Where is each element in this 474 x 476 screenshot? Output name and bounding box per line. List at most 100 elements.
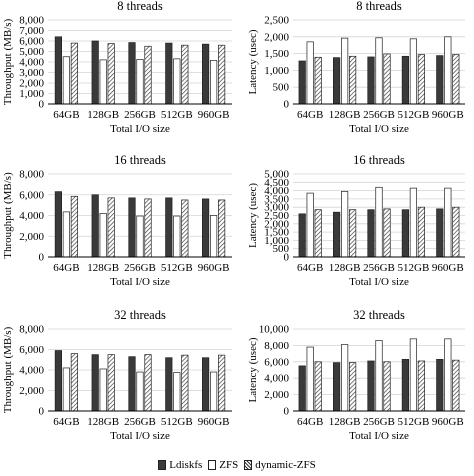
bar-zfs-64gb bbox=[62, 367, 71, 412]
y-axis-label: Throughput (MB/s) bbox=[2, 172, 14, 259]
x-tick-label: 64GB bbox=[297, 109, 323, 121]
bar-dynamic-zfs-64gb bbox=[70, 353, 79, 412]
y-tick-label: 4,000 bbox=[264, 373, 289, 385]
bar-ldiskfs-64gb bbox=[298, 60, 306, 105]
bar-dynamic-zfs-256gb bbox=[144, 198, 152, 258]
bar-zfs-64gb bbox=[306, 41, 314, 105]
x-tick-label: 64GB bbox=[53, 416, 79, 428]
bar-zfs-256gb bbox=[136, 371, 144, 412]
legend-label-ldiskfs: Ldiskfs bbox=[169, 459, 203, 471]
bar-zfs-64gb bbox=[306, 346, 314, 412]
bar-zfs-128gb bbox=[341, 37, 349, 105]
bar-ldiskfs-512gb bbox=[165, 357, 173, 412]
bar-zfs-512gb bbox=[409, 187, 417, 258]
x-tick-label: 960GB bbox=[198, 109, 230, 121]
y-tick-label: 8,000 bbox=[264, 340, 289, 352]
bar-dynamic-zfs-512gb bbox=[181, 44, 189, 105]
x-tick-label: 64GB bbox=[297, 262, 323, 274]
bar-dynamic-zfs-256gb bbox=[144, 354, 152, 412]
bar-ldiskfs-64gb bbox=[298, 365, 306, 412]
bar-dynamic-zfs-960gb bbox=[452, 206, 460, 258]
y-tick-label: 2,000 bbox=[19, 78, 44, 90]
bar-zfs-960gb bbox=[444, 187, 452, 258]
chart-title: 8 threads bbox=[117, 0, 163, 13]
x-axis-label: Total I/O size bbox=[110, 276, 170, 288]
x-tick-label: 256GB bbox=[363, 262, 395, 274]
chart-panel-4: 05001,0001,5002,0002,5003,0003,5004,0004… bbox=[247, 153, 465, 288]
bar-zfs-960gb bbox=[444, 338, 452, 412]
y-tick-label: 2,000 bbox=[264, 389, 289, 401]
legend-item-dynamic-zfs: dynamic-ZFS bbox=[244, 459, 316, 471]
y-tick-label: 6,000 bbox=[19, 344, 44, 356]
bar-dynamic-zfs-256gb bbox=[383, 208, 391, 258]
bar-ldiskfs-128gb bbox=[91, 40, 99, 105]
y-tick-label: 3,500 bbox=[264, 193, 289, 205]
y-tick-label: 8,000 bbox=[19, 324, 44, 336]
bar-ldiskfs-128gb bbox=[91, 194, 99, 258]
x-tick-label: 256GB bbox=[363, 109, 395, 121]
y-tick-label: 4,000 bbox=[19, 57, 44, 69]
x-tick-label: 128GB bbox=[329, 262, 361, 274]
x-tick-label: 128GB bbox=[329, 416, 361, 428]
legend-item-ldiskfs: Ldiskfs bbox=[158, 459, 202, 471]
bar-ldiskfs-256gb bbox=[128, 42, 136, 105]
y-tick-label: 1,000 bbox=[264, 235, 289, 247]
y-axis-label: Throughput (MB/s) bbox=[2, 326, 14, 413]
bar-dynamic-zfs-128gb bbox=[349, 209, 357, 258]
bar-ldiskfs-512gb bbox=[165, 42, 173, 105]
bar-dynamic-zfs-256gb bbox=[383, 361, 391, 412]
bar-dynamic-zfs-64gb bbox=[314, 56, 322, 105]
y-tick-label: 1,000 bbox=[19, 88, 44, 100]
bar-zfs-256gb bbox=[375, 186, 383, 258]
y-tick-label: 6,000 bbox=[19, 36, 44, 48]
bar-dynamic-zfs-256gb bbox=[144, 45, 152, 105]
bar-ldiskfs-512gb bbox=[401, 209, 409, 258]
bar-ldiskfs-256gb bbox=[128, 197, 136, 258]
chart-panel-5: 0 2,000 4,000 6,000 8,000 64GB 128GB 256GB 512GB… bbox=[2, 308, 232, 442]
x-tick-label: 512GB bbox=[398, 109, 430, 121]
x-axis-label: Total I/O size bbox=[349, 276, 409, 288]
bar-zfs-960gb bbox=[210, 371, 218, 412]
bar-dynamic-zfs-512gb bbox=[417, 360, 425, 412]
bar-zfs-960gb bbox=[210, 60, 218, 105]
bar-ldiskfs-256gb bbox=[128, 356, 136, 412]
bar-ldiskfs-512gb bbox=[401, 55, 409, 105]
x-tick-label: 256GB bbox=[124, 416, 156, 428]
x-tick-label: 128GB bbox=[87, 262, 119, 274]
bar-zfs-512gb bbox=[173, 372, 181, 412]
y-tick-label: 2,000 bbox=[264, 218, 289, 230]
x-tick-label: 128GB bbox=[87, 416, 119, 428]
bar-ldiskfs-128gb bbox=[333, 211, 341, 258]
bar-dynamic-zfs-960gb bbox=[218, 199, 226, 258]
y-tick-label: 500 bbox=[273, 243, 290, 255]
bar-zfs-128gb bbox=[99, 213, 107, 258]
chart-title: 16 threads bbox=[353, 153, 405, 167]
x-tick-label: 64GB bbox=[297, 416, 323, 428]
x-tick-label: 64GB bbox=[53, 262, 79, 274]
legend-swatch-ldiskfs bbox=[158, 460, 167, 470]
bar-dynamic-zfs-512gb bbox=[181, 199, 189, 258]
bar-dynamic-zfs-128gb bbox=[107, 43, 115, 105]
bar-zfs-256gb bbox=[375, 37, 383, 105]
bar-dynamic-zfs-128gb bbox=[107, 354, 115, 412]
legend: Ldiskfs ZFS dynamic-ZFS bbox=[0, 456, 474, 474]
bar-ldiskfs-960gb bbox=[202, 198, 210, 258]
bar-dynamic-zfs-64gb bbox=[70, 42, 79, 105]
bar-zfs-256gb bbox=[136, 215, 144, 258]
x-tick-label: 256GB bbox=[124, 109, 156, 121]
x-tick-label: 960GB bbox=[198, 416, 230, 428]
y-tick-label: 8,000 bbox=[19, 15, 44, 27]
bar-zfs-512gb bbox=[409, 38, 417, 105]
bar-zfs-128gb bbox=[341, 191, 349, 258]
y-tick-label: 7,000 bbox=[19, 25, 44, 37]
legend-label-zfs: ZFS bbox=[219, 459, 239, 471]
x-tick-label: 960GB bbox=[432, 262, 464, 274]
chart-panel-1: 01,0002,0003,0004,0005,0006,0007,0008,00… bbox=[2, 0, 232, 135]
y-tick-label: 3,000 bbox=[19, 67, 44, 79]
bar-dynamic-zfs-128gb bbox=[349, 55, 357, 105]
bar-dynamic-zfs-960gb bbox=[218, 44, 226, 105]
bar-ldiskfs-128gb bbox=[333, 57, 341, 105]
y-tick-label: 2,000 bbox=[264, 31, 289, 43]
y-tick-label: 0 bbox=[39, 99, 45, 111]
legend-swatch-zfs bbox=[208, 460, 217, 470]
